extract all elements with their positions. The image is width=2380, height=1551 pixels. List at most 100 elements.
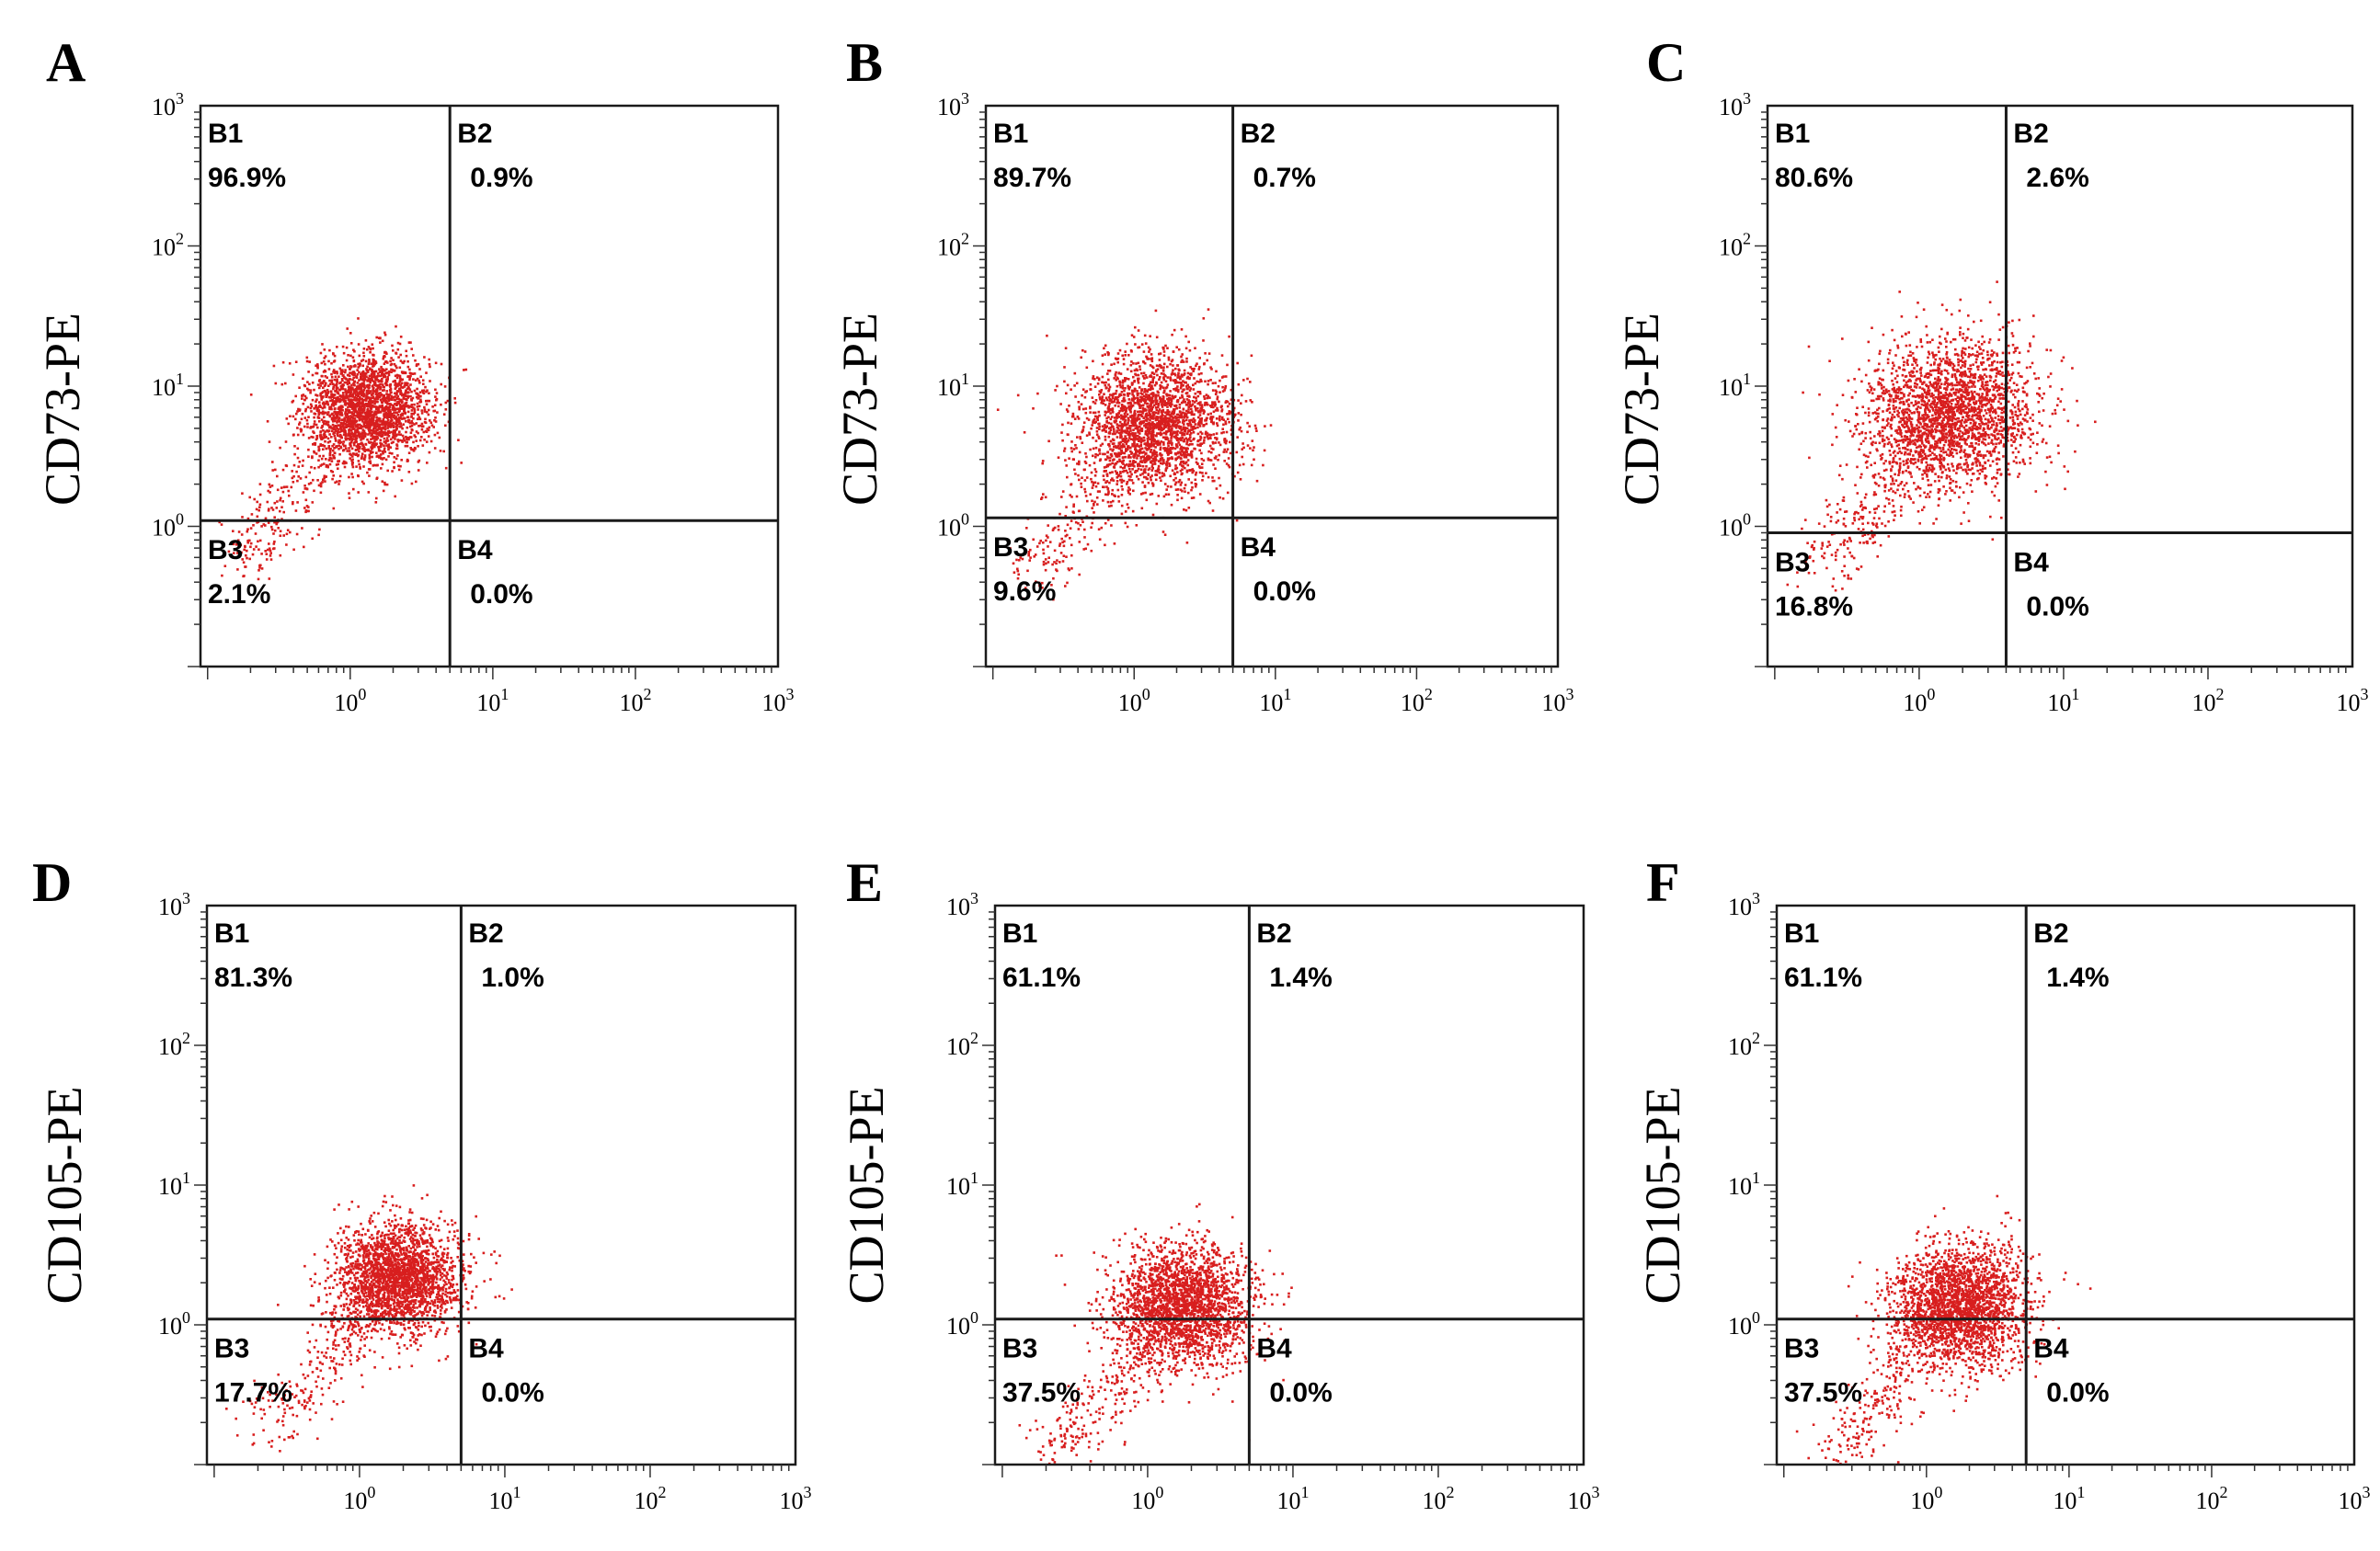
event-point [418,439,422,442]
event-point [350,473,353,475]
event-point [309,427,312,429]
event-point [1139,392,1142,395]
event-point [1188,421,1192,425]
event-point [317,412,321,416]
event-point [336,378,338,381]
event-point [1112,428,1116,431]
event-point [268,483,271,486]
event-point [1185,385,1188,388]
event-point [329,405,333,408]
event-point [375,438,378,440]
event-point [367,428,371,431]
event-point [1175,466,1179,470]
event-point [376,372,380,375]
event-point [287,422,290,426]
event-point [319,382,322,384]
event-point [364,339,368,342]
event-point [330,429,334,433]
event-point [1173,394,1177,398]
event-point [394,403,396,405]
event-point [1179,425,1183,428]
event-point [366,385,370,389]
event-point [329,470,333,473]
event-point [1127,456,1130,459]
event-point [357,407,360,411]
event-point [257,540,259,543]
event-point [1096,416,1099,420]
event-point [303,416,307,419]
event-point [392,421,395,425]
event-point [387,455,390,458]
event-point [396,414,400,416]
event-point [342,376,346,379]
event-point [1117,424,1120,428]
event-point [1119,452,1123,455]
event-point [1182,384,1184,387]
event-point [342,374,345,377]
event-point [1110,408,1113,412]
event-point [1126,440,1129,443]
event-point [420,428,424,431]
event-point [1075,447,1078,450]
event-point [1149,335,1151,337]
event-point [429,365,431,369]
event-point [1116,401,1119,404]
event-point [399,407,402,410]
event-point [1150,359,1154,363]
event-point [348,395,350,398]
event-point [1143,399,1146,403]
event-point [1120,512,1124,516]
event-point [309,403,313,406]
event-point [319,464,322,467]
event-point [387,429,391,433]
event-point [1241,393,1243,397]
event-point [400,459,403,462]
event-point [396,384,399,388]
event-point [1108,398,1112,401]
event-point [1108,393,1112,396]
event-point [368,413,371,416]
event-point [403,408,406,411]
event-point [1154,478,1158,482]
event-point [1240,429,1243,433]
event-point [1135,362,1138,365]
event-point [1151,377,1155,381]
event-point [1107,409,1110,413]
event-point [1134,452,1138,455]
event-point [381,368,383,371]
event-point [1147,432,1150,435]
event-point [410,412,413,416]
event-point [383,423,387,426]
event-point [1217,384,1220,388]
event-point [385,368,388,371]
event-point [396,407,400,411]
event-point [340,436,343,439]
event-point [1148,408,1150,412]
event-point [1032,407,1035,410]
event-point [1145,376,1149,379]
event-point [1179,396,1182,400]
event-point [415,480,418,484]
event-point [373,361,376,365]
event-point [241,558,244,561]
event-point [1223,438,1227,440]
event-point [313,450,315,453]
event-point [393,465,395,469]
event-point [1190,412,1194,416]
event-point [1168,448,1171,450]
event-point [317,533,320,537]
event-point [398,419,401,423]
event-point [352,365,356,368]
event-point [1056,384,1058,388]
event-point [273,501,277,505]
event-point [240,533,244,536]
event-point [1161,530,1165,533]
event-point [395,392,398,394]
event-point [1246,421,1249,425]
event-point [384,371,388,375]
event-point [288,494,291,497]
event-point [373,445,376,449]
event-point [1159,422,1162,426]
event-point [1214,403,1217,406]
event-point [357,413,360,416]
